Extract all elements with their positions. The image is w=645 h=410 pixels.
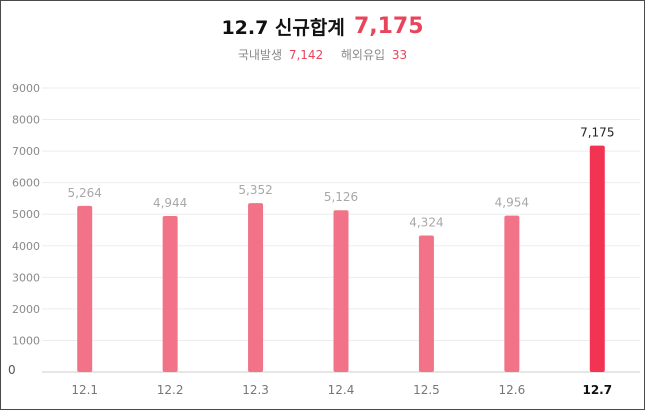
x-tick-label: 12.1: [71, 383, 98, 397]
y-tick-label: 1000: [12, 334, 40, 347]
domestic-value: 7,142: [288, 48, 324, 62]
x-tick-label: 12.3: [242, 383, 269, 397]
chart-header: 12.7 신규합계 7,175: [1, 13, 644, 40]
bar-12.6: [504, 215, 520, 372]
bar-value-label: 5,126: [324, 190, 358, 204]
x-tick-label: 12.6: [498, 383, 525, 397]
bar-value-label: 5,264: [68, 186, 102, 200]
overseas-label: 해외유입: [340, 48, 386, 62]
y-tick-label: 3000: [12, 271, 40, 284]
bar-value-label: 4,944: [153, 196, 187, 210]
y-tick-label: 7000: [12, 145, 40, 158]
y-tick-label: 9000: [12, 82, 40, 95]
y-tick-label: 4000: [12, 240, 40, 253]
y-tick-label: 0: [8, 363, 16, 377]
bar-value-label: 4,324: [409, 216, 443, 230]
y-tick-label: 6000: [12, 177, 40, 190]
chart-subtitle: 국내발생 7,142 해외유입 33: [1, 46, 644, 63]
bar-12.3: [248, 203, 264, 372]
bar-12.1: [77, 205, 93, 372]
bar-12.4: [333, 210, 349, 372]
bar-value-label: 7,175: [580, 126, 614, 140]
x-tick-label: 12.5: [413, 383, 440, 397]
y-tick-label: 5000: [12, 208, 40, 221]
chart-title: 12.7 신규합계: [221, 17, 345, 39]
x-tick-label: 12.7: [582, 383, 612, 397]
bar-12.2: [162, 215, 178, 372]
bar-value-label: 5,352: [238, 183, 272, 197]
y-tick-label: 8000: [12, 114, 40, 127]
x-tick-label: 12.2: [157, 383, 184, 397]
overseas-value: 33: [391, 48, 408, 62]
y-tick-label: 2000: [12, 303, 40, 316]
bar-12.7: [589, 145, 605, 372]
total-count: 7,175: [353, 14, 424, 39]
bar-12.5: [418, 235, 434, 372]
bar-value-label: 4,954: [495, 196, 529, 210]
x-tick-label: 12.4: [328, 383, 355, 397]
domestic-label: 국내발생: [237, 48, 283, 62]
